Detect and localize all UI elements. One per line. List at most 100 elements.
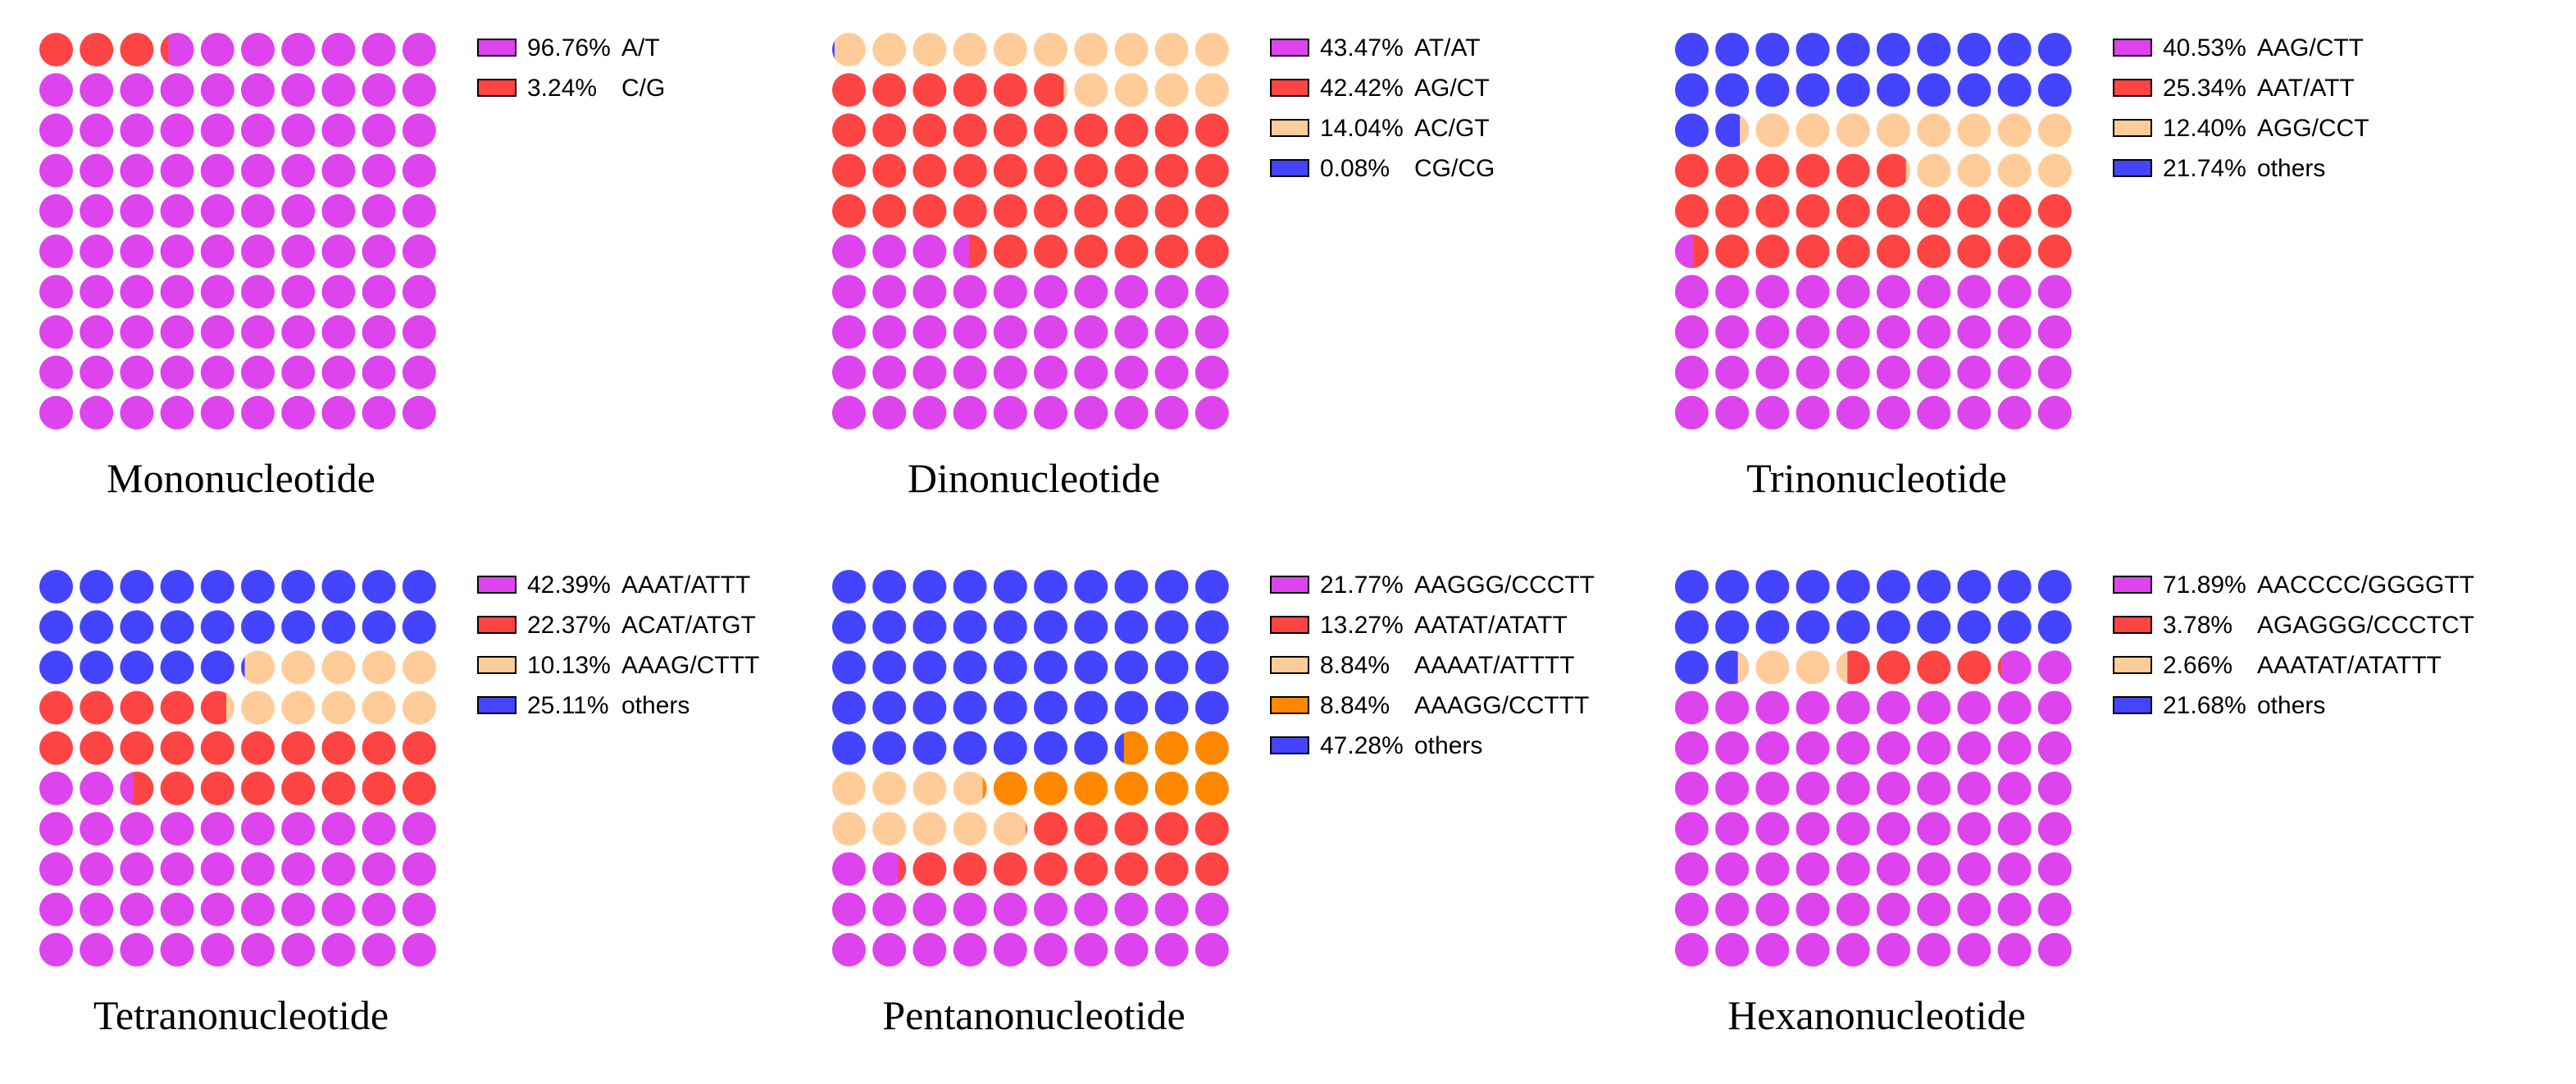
waffle-cell: [120, 812, 154, 846]
waffle-cell: [1715, 731, 1750, 765]
waffle-cell: [1795, 73, 1830, 107]
legend-swatch: [2113, 576, 2152, 594]
waffle-cell: [80, 650, 114, 685]
waffle-cell: [1074, 113, 1108, 148]
waffle-cell: [1957, 33, 1991, 66]
waffle-cell: [1034, 650, 1067, 685]
legend-label: AATAT/ATATT: [1414, 612, 1568, 639]
waffle-cell: [1957, 650, 1991, 685]
waffle-cell: [913, 892, 947, 927]
waffle-cell: [402, 892, 436, 927]
waffle-cell: [1195, 690, 1229, 725]
waffle-cell: [1154, 852, 1189, 886]
waffle-cell: [120, 610, 154, 644]
waffle-cell: [1755, 73, 1790, 107]
waffle-cell: [872, 772, 907, 805]
waffle-cell-fraction: [1836, 651, 1848, 684]
waffle-cell: [1715, 194, 1750, 228]
waffle-cell: [1877, 275, 1910, 309]
waffle-cell: [1715, 772, 1750, 805]
waffle-cell: [913, 355, 947, 389]
legend-label: AT/AT: [1414, 34, 1481, 61]
waffle-cell: [321, 315, 356, 349]
waffle-cell: [241, 194, 275, 228]
waffle-cell: [39, 772, 73, 805]
waffle-cell: [1154, 812, 1189, 846]
waffle-cell: [1957, 690, 1991, 725]
waffle-cell: [160, 113, 194, 148]
waffle-cell: [402, 610, 436, 644]
waffle-cell: [1114, 892, 1149, 927]
waffle-cell: [362, 570, 396, 603]
legend-value: 21.77%: [1320, 572, 1404, 599]
legend-swatch: [477, 39, 517, 57]
waffle-cell: [1195, 731, 1229, 765]
waffle-cell: [2037, 275, 2072, 309]
waffle-cell: [80, 355, 114, 389]
legend-value: 21.74%: [2163, 155, 2246, 182]
waffle-cell: [832, 355, 866, 389]
waffle-cell: [1114, 113, 1149, 148]
legend-label: others: [1414, 732, 1482, 759]
waffle-cell: [1997, 772, 2032, 805]
waffle-cell: [1114, 610, 1149, 644]
waffle-cell: [1795, 395, 1830, 430]
waffle-cell: [402, 395, 436, 430]
waffle-cell: [1114, 33, 1149, 66]
waffle-cell: [1154, 315, 1189, 349]
waffle-cell: [1795, 194, 1830, 228]
waffle-cell: [402, 731, 436, 765]
waffle-cell: [2037, 932, 2072, 967]
waffle-cell: [1675, 194, 1709, 228]
waffle-cell-fraction: [1737, 651, 1750, 684]
waffle-cell: [241, 932, 275, 967]
waffle-cell: [80, 235, 114, 268]
waffle-cell: [993, 852, 1027, 886]
waffle-cell: [1195, 610, 1229, 644]
waffle-cell: [402, 73, 436, 107]
waffle-cell: [953, 772, 987, 805]
waffle-cell: [1114, 153, 1149, 188]
waffle-cell: [321, 570, 356, 603]
legend-value: 2.66%: [2163, 652, 2232, 679]
waffle-cell: [402, 355, 436, 389]
waffle-cell: [1675, 812, 1709, 846]
waffle-cell: [993, 610, 1027, 644]
waffle-cell: [1074, 275, 1108, 309]
waffle-cell: [39, 932, 73, 967]
waffle-cell: [39, 275, 73, 309]
waffle-cell: [200, 153, 234, 188]
waffle-cell: [1795, 235, 1830, 268]
waffle-cell: [2037, 731, 2072, 765]
waffle-cell: [913, 690, 947, 725]
waffle-cell: [1997, 812, 2032, 846]
waffle-cell: [120, 731, 154, 765]
waffle-cell: [1034, 892, 1067, 927]
waffle-cell: [1997, 33, 2032, 66]
waffle-cell: [953, 892, 987, 927]
legend-swatch: [477, 616, 517, 634]
waffle-cell: [1877, 852, 1910, 886]
waffle-cell: [1836, 73, 1870, 107]
waffle-cell: [832, 235, 866, 268]
waffle-cell: [1034, 690, 1067, 725]
legend-swatch: [1270, 79, 1309, 97]
waffle-cell: [1997, 355, 2032, 389]
waffle-cell: [241, 852, 275, 886]
waffle-cell: [39, 395, 73, 430]
waffle-cell: [80, 731, 114, 765]
waffle-cell: [1195, 153, 1229, 188]
waffle-cell: [1154, 194, 1189, 228]
waffle-panel: Pentanonucleotide 21.77% AAGGG/CCCTT 13.27%…: [832, 570, 1595, 1038]
waffle-cell: [1114, 772, 1149, 805]
waffle-cell: [241, 33, 275, 66]
waffle-cell: [1877, 153, 1910, 188]
waffle-cell: [993, 113, 1027, 148]
legend-value: 96.76%: [527, 34, 611, 61]
waffle-cell: [1114, 275, 1149, 309]
waffle-cell: [953, 731, 987, 765]
waffle-cell: [160, 690, 194, 725]
waffle-cell: [1074, 772, 1108, 805]
waffle-cell: [913, 570, 947, 603]
waffle-cell: [832, 33, 866, 66]
